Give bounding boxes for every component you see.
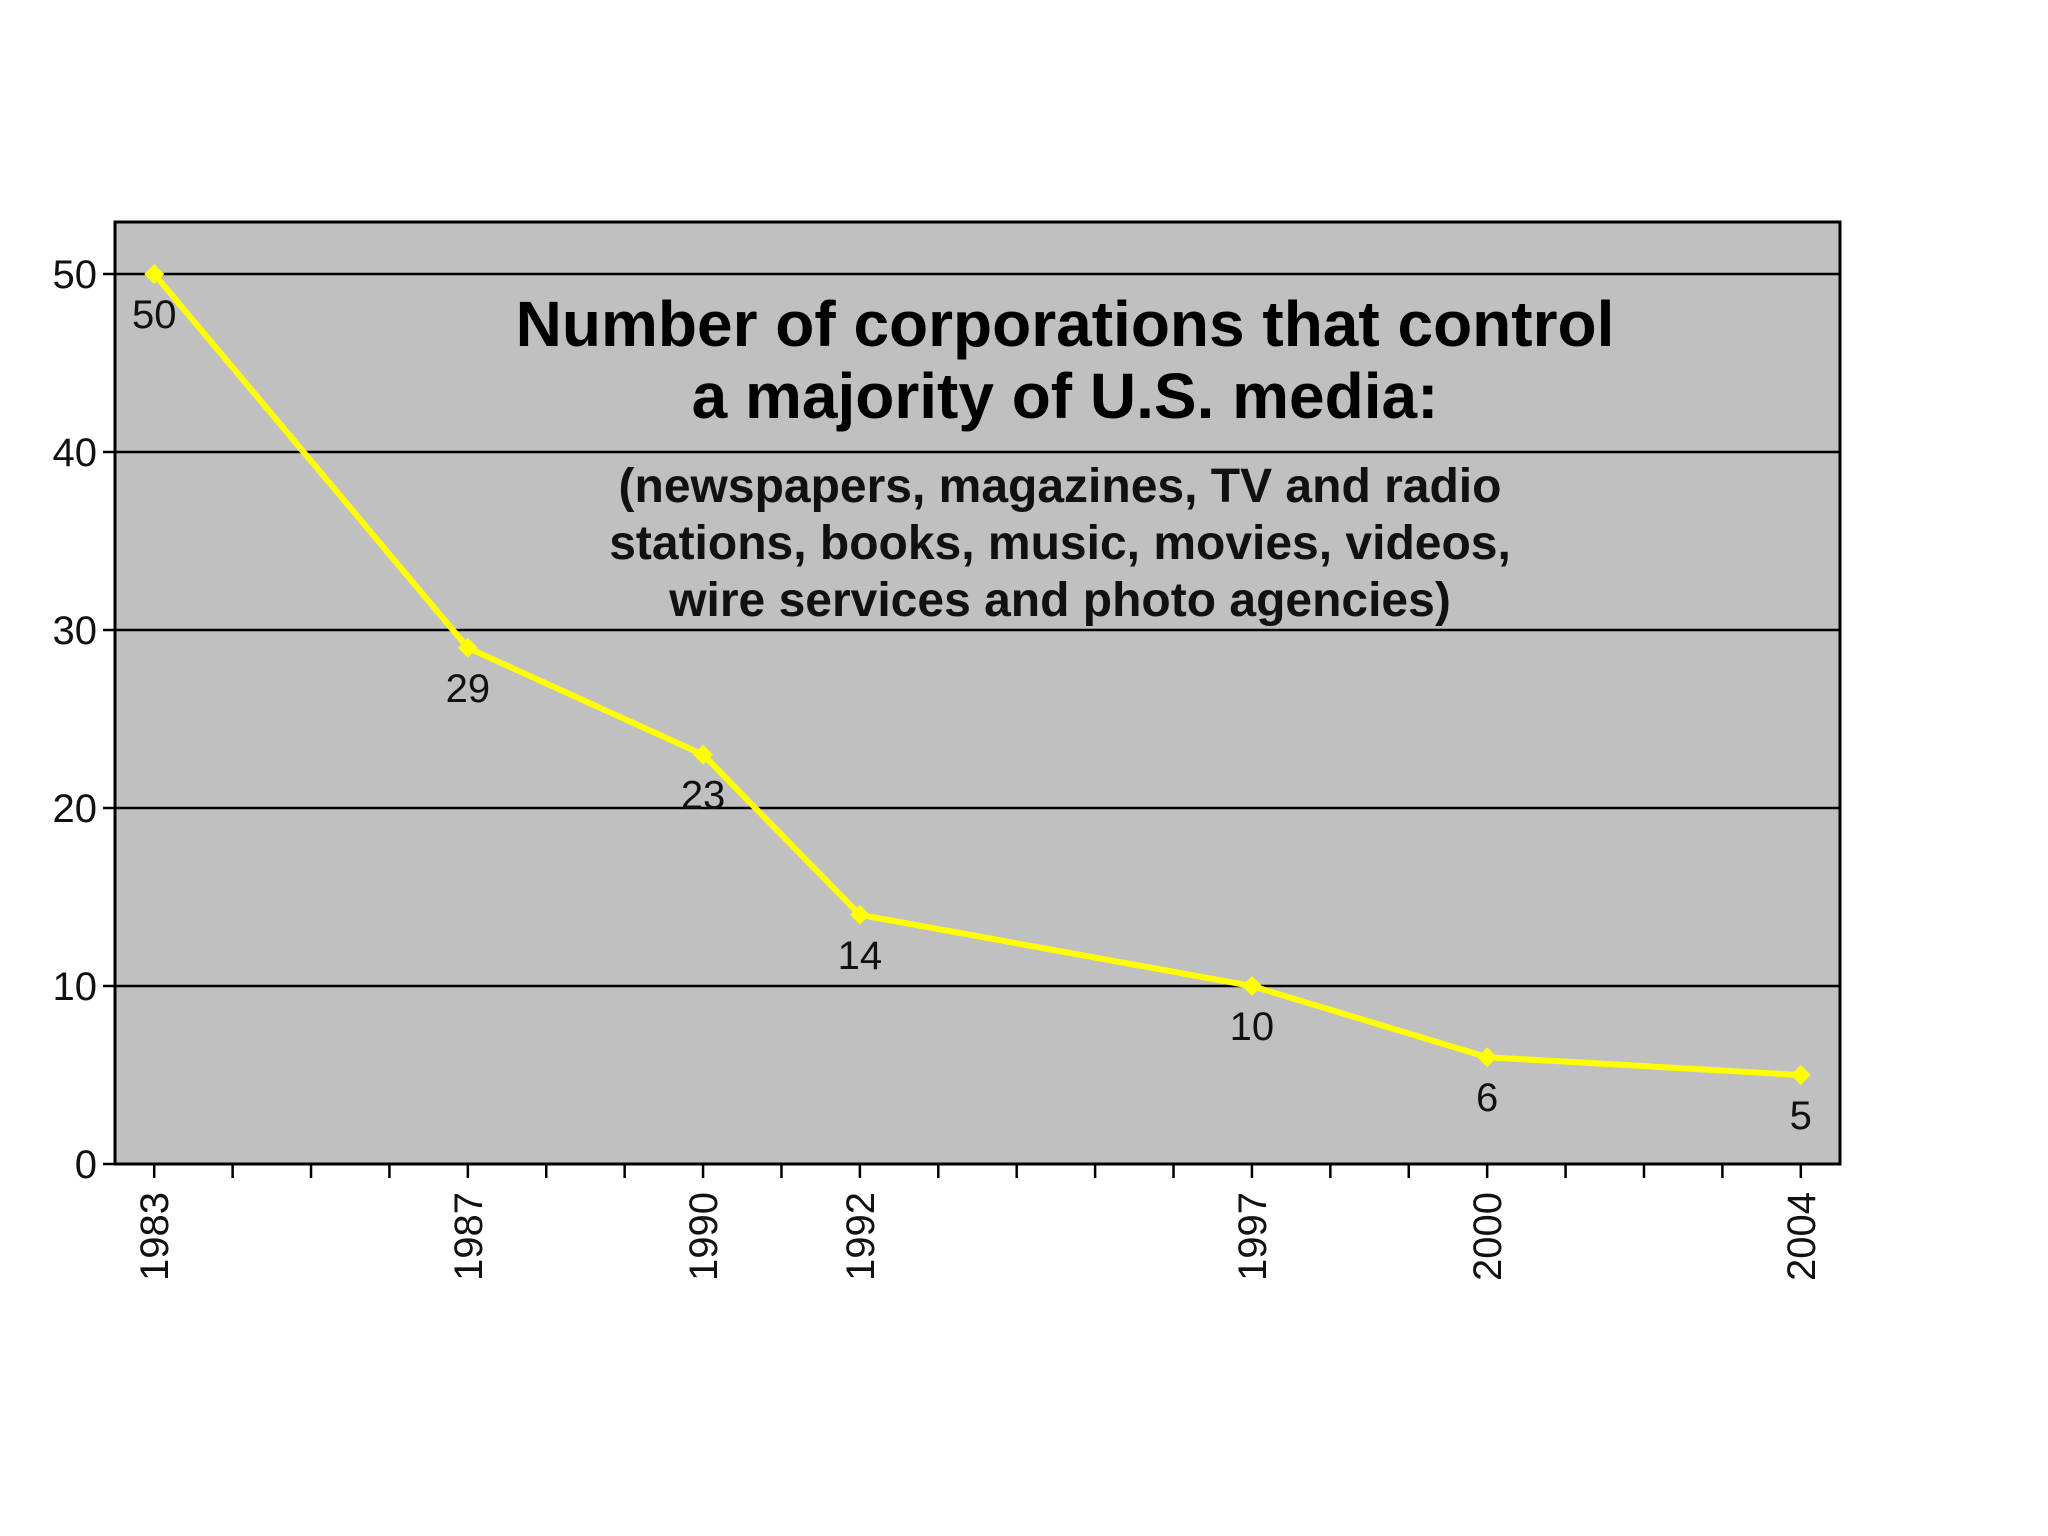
plot-area xyxy=(113,220,1842,1166)
gridlines xyxy=(115,272,1840,988)
y-tick-label: 10 xyxy=(53,965,98,1009)
data-point xyxy=(144,264,165,284)
y-tick-label: 50 xyxy=(53,253,98,297)
chart-title-line-1: Number of corporations that control xyxy=(516,288,1615,360)
chart-subtitle-line-1: (newspapers, magazines, TV and radio xyxy=(619,460,1502,513)
y-axis: 0 10 20 30 40 50 xyxy=(53,253,115,1187)
x-tick-label: 1992 xyxy=(839,1192,883,1281)
x-tick-label: 1987 xyxy=(447,1192,491,1281)
data-label: 10 xyxy=(1230,1005,1275,1049)
data-point xyxy=(849,904,870,925)
x-tick-label: 1990 xyxy=(682,1192,726,1281)
x-tick-label: 1983 xyxy=(133,1192,177,1281)
data-point xyxy=(1790,1065,1811,1085)
data-label: 50 xyxy=(132,293,177,337)
series-group xyxy=(144,264,1811,1085)
chart-title-line-2: a majority of U.S. media: xyxy=(692,360,1439,432)
chart-title: Number of corporations that control a ma… xyxy=(516,288,1615,432)
y-tick-label: 0 xyxy=(75,1143,97,1187)
data-point xyxy=(693,744,714,765)
y-tick-label: 20 xyxy=(53,787,98,831)
data-label: 23 xyxy=(681,774,726,818)
data-point xyxy=(457,637,478,658)
data-point xyxy=(1477,1047,1498,1068)
x-tick-label: 2004 xyxy=(1780,1192,1824,1281)
chart-subtitle-line-2: stations, books, music, movies, videos, xyxy=(609,517,1511,570)
data-label: 5 xyxy=(1790,1094,1812,1138)
data-point xyxy=(1241,976,1262,996)
data-labels: 50 29 23 14 10 6 5 xyxy=(132,293,1812,1138)
x-tick-label: 2000 xyxy=(1466,1192,1510,1281)
y-tick-label: 30 xyxy=(53,609,98,653)
x-axis: 1983 1987 1990 1992 1997 2000 2004 xyxy=(133,1164,1824,1281)
chart-subtitle-line-3: wire services and photo agencies) xyxy=(668,574,1451,627)
data-label: 29 xyxy=(446,667,491,711)
data-label: 14 xyxy=(838,934,883,978)
data-label: 6 xyxy=(1476,1076,1498,1120)
x-tick-label: 1997 xyxy=(1231,1192,1275,1281)
y-tick-label: 40 xyxy=(53,431,98,475)
chart-subtitle: (newspapers, magazines, TV and radio sta… xyxy=(609,460,1511,627)
